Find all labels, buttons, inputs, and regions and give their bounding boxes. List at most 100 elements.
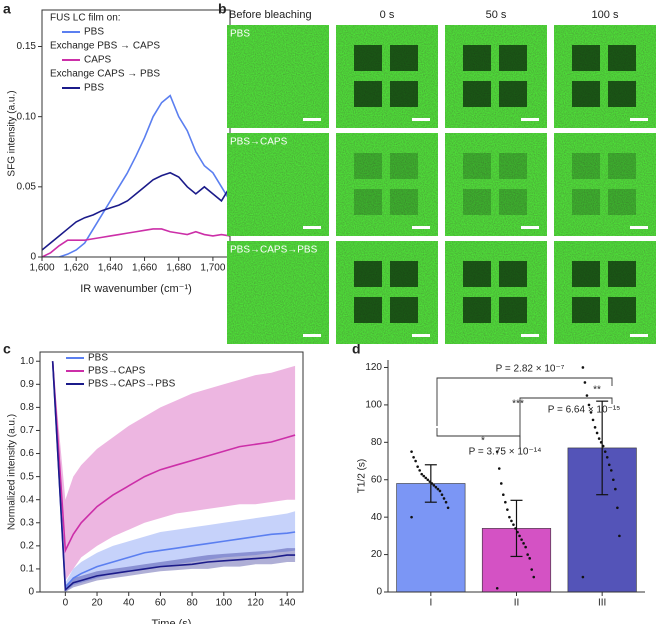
y-tick-label: 120 <box>365 362 382 373</box>
micrograph-texture <box>227 241 329 344</box>
bleached-region <box>463 297 491 323</box>
y-tick-label: 100 <box>365 400 382 411</box>
micrograph-texture <box>445 241 547 344</box>
data-point <box>426 478 430 482</box>
data-point <box>522 542 525 545</box>
data-point <box>414 459 417 463</box>
bleached-region <box>354 81 382 107</box>
bleached-region <box>354 153 382 179</box>
x-tick-label: 0 <box>63 598 69 609</box>
x-tick-label: 1,660 <box>132 263 157 274</box>
y-tick-label: 0 <box>376 587 382 598</box>
legend-label: PBS <box>84 27 104 38</box>
bleached-region <box>499 261 527 287</box>
plot <box>42 94 230 257</box>
y-tick-label: 20 <box>371 549 383 560</box>
series-line <box>51 361 296 592</box>
bleached-region <box>463 189 491 215</box>
x-tick-label: I <box>429 598 432 609</box>
series-line <box>42 94 230 257</box>
bleached-region <box>608 81 636 107</box>
data-point <box>420 472 424 476</box>
bleached-region <box>390 45 418 71</box>
bleached-region <box>499 189 527 215</box>
bracket <box>436 428 521 448</box>
x-tick-label: 1,680 <box>166 263 191 274</box>
micrograph-texture <box>336 133 438 236</box>
panel-letter: d <box>352 341 361 357</box>
significance-brackets <box>436 377 613 448</box>
data-point <box>528 557 531 560</box>
x-tick-label: 1,700 <box>200 263 225 274</box>
error-bar <box>596 400 609 496</box>
bleached-region <box>499 45 527 71</box>
micrograph-texture <box>554 25 656 128</box>
y-axis-label: Normalized intensity (a.u.) <box>7 414 18 530</box>
bleached-region <box>572 297 600 323</box>
data-point <box>495 586 499 590</box>
bleached-region <box>608 45 636 71</box>
data-point <box>587 403 591 407</box>
scale-bar <box>630 118 648 121</box>
annotation: P = 3.75 × 10⁻¹⁴ <box>469 447 542 458</box>
error-bar <box>424 464 437 503</box>
data-point <box>416 465 419 468</box>
data-point <box>609 469 613 472</box>
data-point <box>614 487 617 491</box>
bleached-region <box>390 261 418 287</box>
legend-label: PBS <box>88 353 108 364</box>
bleached-region <box>390 189 418 215</box>
legend-label: PBS <box>84 83 104 94</box>
micrograph-texture <box>227 133 329 236</box>
column-header: 0 s <box>380 9 395 21</box>
data-point <box>583 381 587 384</box>
data-point <box>497 467 501 470</box>
micrograph-texture <box>336 241 438 344</box>
y-tick-label: 0.1 <box>20 564 34 575</box>
x-axis-label: Time (s) <box>152 618 192 624</box>
data-point <box>532 575 536 579</box>
scale-bar <box>412 118 430 121</box>
error-band <box>52 361 296 592</box>
bleached-region <box>608 297 636 323</box>
series-line <box>42 171 230 251</box>
data-point <box>434 485 438 489</box>
plot <box>51 361 296 592</box>
data-point <box>410 450 413 453</box>
data-point <box>520 538 523 541</box>
data-point <box>418 469 421 472</box>
panel-letter: c <box>3 341 11 357</box>
data-point <box>593 426 597 429</box>
data-point <box>603 450 607 453</box>
data-point <box>512 523 515 526</box>
data-point <box>597 437 601 440</box>
annotation: P = 2.82 × 10⁻⁷ <box>496 364 565 375</box>
legend-label: CAPS <box>84 55 112 66</box>
bleached-region <box>463 81 491 107</box>
y-tick-label: 0 <box>28 587 34 598</box>
column-header: Before bleaching <box>229 9 312 21</box>
data-point <box>616 506 619 510</box>
x-tick-label: 1,620 <box>64 263 89 274</box>
series-line <box>51 361 296 554</box>
bleached-region <box>463 153 491 179</box>
y-tick-label: 0.8 <box>20 402 34 413</box>
scale-bar <box>303 334 321 337</box>
bleached-region <box>499 81 527 107</box>
data-point <box>436 487 440 491</box>
scale-bar <box>303 118 321 121</box>
x-tick-label: 100 <box>215 598 232 609</box>
x-tick-label: 20 <box>91 598 103 609</box>
bleached-region <box>463 45 491 71</box>
y-tick-label: 0.15 <box>17 41 37 52</box>
bleached-region <box>499 297 527 323</box>
data-point <box>432 484 436 487</box>
legend-title: FUS LC film on: <box>50 13 121 24</box>
bleached-region <box>354 297 382 323</box>
data-point <box>585 394 589 397</box>
data-point <box>446 506 450 510</box>
x-tick-label: 140 <box>279 598 296 609</box>
bleached-region <box>572 189 600 215</box>
plot-frame <box>39 351 304 593</box>
data-point <box>504 500 507 504</box>
